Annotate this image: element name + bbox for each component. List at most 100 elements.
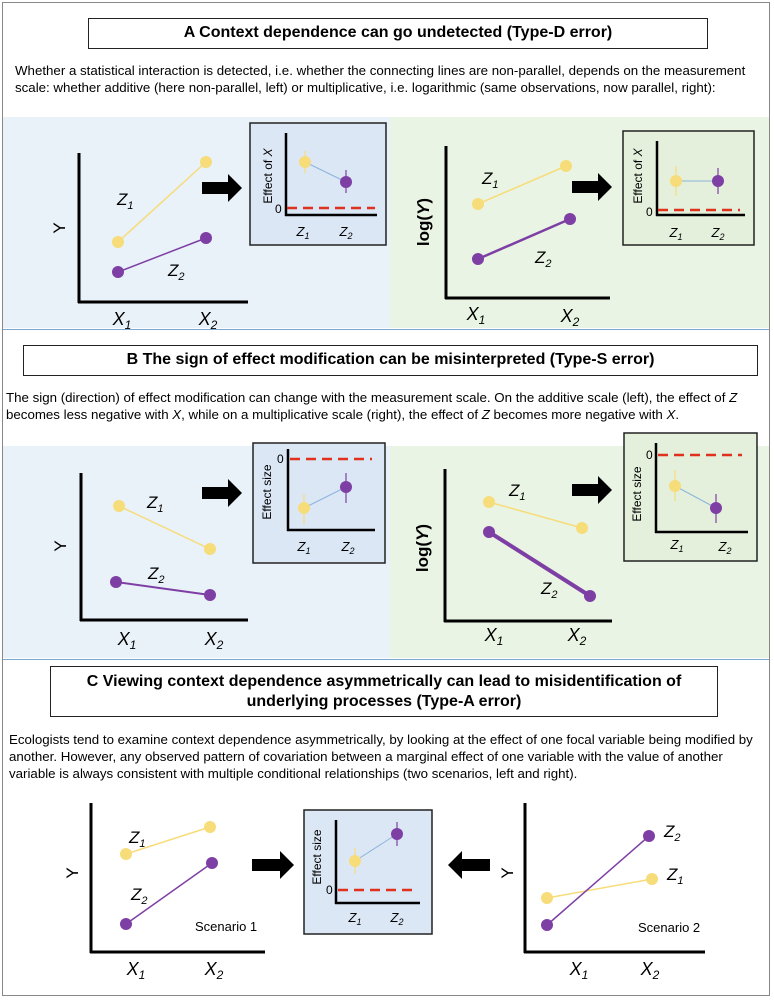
z1-label: Z1 [666,865,684,887]
right-arrow-icon [202,174,242,202]
z2-line [117,237,207,273]
z1-line [488,501,583,529]
section-a-left-inset: Effect of X 0 Z1 Z2 [249,122,387,246]
section-b-title: B The sign of effect modification can be… [23,345,758,376]
x1-tick-label: X1 [569,959,589,982]
section-divider [3,329,769,330]
inset-box [249,122,387,246]
z2-point-x1 [483,526,495,538]
z1-point-x2 [200,156,212,168]
z2-effect-point [340,176,352,188]
z2-point-x1 [541,919,553,931]
z1-point-x1 [541,892,553,904]
inset-zero-label: 0 [646,205,653,219]
inset-box [252,442,386,564]
inset-y-label: Effect size [310,829,324,884]
y-axis-label: Y [498,867,517,878]
section-b-right-inset: Effect size 0 Z1 Z2 [623,432,758,562]
z2-line [115,581,211,596]
inset-link [304,161,347,183]
inset-zero-label: 0 [277,452,284,466]
inset-y-label: Effect size [260,464,274,519]
section-b-graphics: Y X1 X2 Z1 Z2 Effect size 0 Z1 [51,432,758,652]
y-axis-label: Y [63,867,82,878]
right-arrow-icon [572,476,612,504]
section-a-description: Whether a statistical interaction is det… [15,63,746,95]
section-c-description: Ecologists tend to examine context depen… [9,732,753,781]
z1-point-x2 [576,522,588,534]
z1-effect-point [298,502,310,514]
z1-point-x2 [560,160,572,172]
section-a-title: A Context dependence can go undetected (… [88,18,708,49]
z2-point-x1 [110,576,122,588]
inset-link [354,833,398,862]
section-b-description: The sign (direction) of effect modificat… [6,390,738,422]
z1-effect-point [299,156,311,168]
z2-point-x2 [643,830,655,842]
inset-y-label: Effect size [630,466,644,521]
left-arrow-icon [448,851,490,879]
z1-point-x2 [204,821,216,833]
z2-line [477,217,571,261]
z2-point-x2 [204,589,216,601]
z1-line [117,161,207,243]
inset-zero-label: 0 [646,448,653,462]
section-b-left-inset: Effect size 0 Z1 Z2 [252,442,386,564]
z2-point-x1 [472,253,484,265]
z1-effect-point [669,480,681,492]
x2-tick-label: X2 [640,959,660,982]
z1-line [546,878,653,899]
z2-line [546,835,650,926]
inset-link [303,486,347,509]
z2-line [125,862,213,925]
z2-line [487,530,592,598]
y-axis-label: log(Y) [413,524,432,572]
inset-box [303,809,433,935]
y-axis-label: Y [51,540,70,551]
inset-y-label: Effect of X [261,147,275,203]
z1-effect-point [670,175,682,187]
z2-point-x2 [200,232,212,244]
z2-effect-point [710,502,722,514]
inset-zero-label: 0 [275,202,282,216]
inset-box [622,130,755,246]
section-c-right-plot: Y X1 X2 Z1 Z2 Scenario 2 [448,803,705,982]
scenario-2-label: Scenario 2 [638,920,700,935]
right-arrow-icon [202,479,242,507]
section-c-title-line2: underlying processes (Type-A error) [246,693,522,710]
z2-point-x1 [112,266,124,278]
z1-point-x1 [112,236,124,248]
z1-point-x1 [120,848,132,860]
section-divider [3,659,769,660]
inset-y-label: Effect of X [631,147,645,203]
scenario-1-label: Scenario 1 [195,919,257,934]
section-a-right-inset: Effect of X 0 Z1 Z2 [622,130,755,246]
z2-point-x2 [584,590,596,602]
y-axis-label: log(Y) [414,198,433,246]
right-arrow-icon [572,173,612,201]
z2-label: Z2 [130,885,148,907]
z1-line [125,826,211,855]
z2-label: Z2 [663,822,681,844]
z1-line [477,165,567,205]
z2-point-x2 [564,213,576,225]
z2-effect-point [340,481,352,493]
inset-box [623,432,758,562]
section-a-graphics: Y X1 X2 Z1 Z2 Effect of X 0 Z1 [50,122,755,332]
z1-point-x1 [472,198,484,210]
y-axis-label: Y [50,222,69,233]
z1-effect-point [349,855,361,867]
x1-tick-label: X1 [126,959,146,982]
z1-line [118,505,211,550]
right-arrow-icon [252,851,294,879]
section-c-title-line1: C Viewing context dependence asymmetrica… [86,673,682,690]
z2-effect-point [391,828,403,840]
section-c-left-plot: Y X1 X2 Z1 Z2 Scenario 1 [63,803,294,982]
z1-point-x1 [483,496,495,508]
z2-effect-point [712,175,724,187]
z1-point-x2 [204,543,216,555]
z2-point-x2 [206,857,218,869]
